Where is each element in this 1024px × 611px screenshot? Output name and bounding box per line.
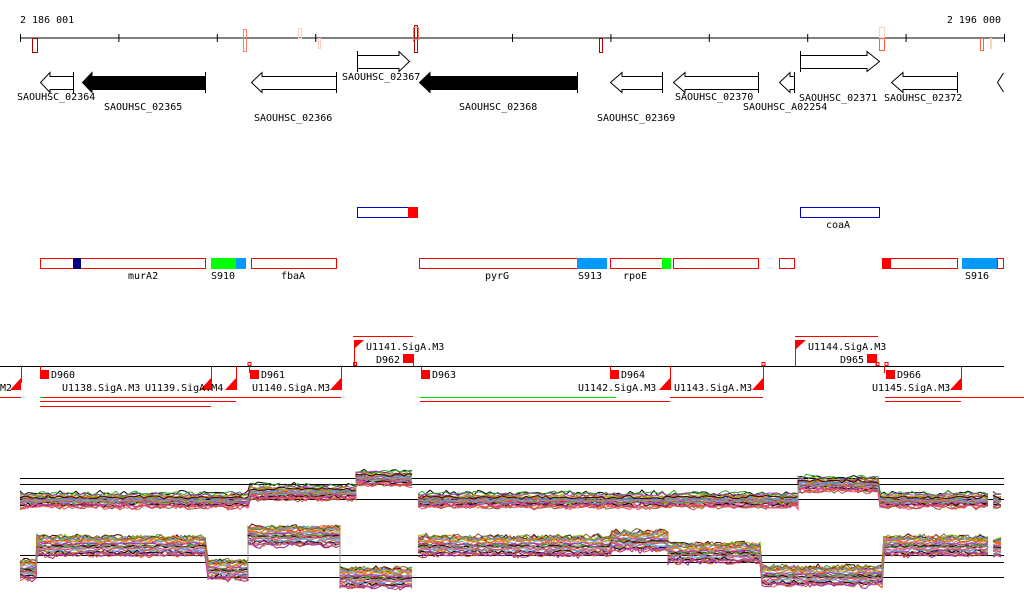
transcript-label[interactable]: D961 [261, 370, 285, 381]
gene-SAOUHSC_02370[interactable]: SAOUHSC_02370 [672, 71, 759, 103]
gene-label: SAOUHSC_02365 [104, 102, 182, 113]
gene-SAOUHSC_02369[interactable]: SAOUHSC_02369 [597, 71, 675, 124]
transcript-label[interactable]: D965 [840, 355, 864, 366]
feature-segment [662, 258, 671, 269]
transcript-label[interactable]: D964 [621, 370, 645, 381]
gene-label: SAOUHSC_02366 [254, 113, 332, 124]
gene-label: SAOUHSC_02367 [342, 72, 420, 83]
reverse-feature-track: murA2 S910 fbaA pyrG S913 rpoE S916 [40, 258, 1004, 282]
expression-line [19, 481, 1002, 512]
position-ruler: 2 186 001 2 196 000 [20, 15, 1005, 53]
feature-label: fbaA [281, 271, 305, 282]
expression-line [19, 539, 1002, 589]
transcript-label[interactable]: U1145.SigA.M3 [872, 383, 950, 394]
gene-SAOUHSC_02366[interactable]: SAOUHSC_02366 [250, 71, 337, 124]
feature-segment [73, 258, 81, 269]
feature-coaA[interactable] [800, 207, 880, 218]
gene-SAOUHSC_02365[interactable]: SAOUHSC_02365 [81, 71, 206, 113]
feature-S910[interactable] [211, 258, 236, 269]
feature-rpoE[interactable] [610, 258, 663, 269]
gene-partial[interactable] [996, 72, 1004, 93]
expression-profile-forward [19, 468, 1004, 512]
transcript-label[interactable]: U1143.SigA.M3 [674, 383, 752, 394]
ruler-start-label: 2 186 001 [20, 15, 74, 26]
feature-label: S910 [211, 271, 235, 282]
expression-line [19, 524, 1002, 572]
transcript-label[interactable]: U1144.SigA.M3 [808, 342, 886, 353]
transcript-track: U1141.SigA.M3 D962 U1144.SigA.M3 D965 M2… [0, 336, 1024, 407]
expression-line [19, 476, 1002, 503]
gene-label: SAOUHSC_A02254 [743, 102, 827, 113]
feature-S916[interactable] [962, 258, 997, 269]
feature-label: pyrG [485, 271, 509, 282]
transcript-label[interactable]: U1141.SigA.M3 [366, 342, 444, 353]
feature-box[interactable] [673, 258, 759, 269]
gene-label: SAOUHSC_02364 [17, 92, 95, 103]
transcript-label[interactable]: U1142.SigA.M3 [578, 383, 656, 394]
expression-line [19, 528, 1002, 576]
transcript-label[interactable]: M2 [0, 383, 12, 394]
gene-label: SAOUHSC_02372 [884, 93, 962, 104]
expression-profile-reverse [19, 523, 1004, 591]
feature-segment [882, 258, 891, 269]
feature-box[interactable] [882, 258, 958, 269]
forward-feature-track: coaA [357, 207, 880, 231]
transcript-label[interactable]: U1138.SigA.M3 [62, 383, 140, 394]
feature-segment [236, 258, 246, 269]
gene-SAOUHSC_02367[interactable]: SAOUHSC_02367 [342, 50, 420, 83]
transcript-label[interactable]: D962 [376, 355, 400, 366]
feature-box[interactable] [779, 258, 795, 269]
gene-track: SAOUHSC_02364 SAOUHSC_02365 SAOUHSC_0236… [17, 50, 1004, 124]
feature-label: S913 [578, 271, 602, 282]
gene-label: SAOUHSC_02370 [675, 92, 753, 103]
transcript-label[interactable]: U1139.SigA.M4 [145, 383, 223, 394]
ruler-markers [32, 25, 992, 53]
gene-label: SAOUHSC_02368 [459, 102, 537, 113]
feature-box[interactable] [997, 258, 1004, 269]
feature-label: rpoE [623, 271, 647, 282]
ruler-end-label: 2 196 000 [947, 15, 1001, 26]
gene-label: SAOUHSC_02369 [597, 113, 675, 124]
feature-fbaA[interactable] [251, 258, 337, 269]
transcript-label[interactable]: U1140.SigA.M3 [252, 383, 330, 394]
expression-line [19, 531, 1002, 579]
gene-SAOUHSC_A02254[interactable]: SAOUHSC_A02254 [743, 71, 827, 113]
feature-label: murA2 [128, 271, 158, 282]
feature-label: S916 [965, 271, 989, 282]
gene-SAOUHSC_02372[interactable]: SAOUHSC_02372 [884, 71, 962, 104]
expression-line [19, 534, 1002, 582]
feature-segment [408, 207, 418, 218]
feature-S913[interactable] [577, 258, 607, 269]
feature-murA2[interactable] [40, 258, 206, 269]
feature-pyrG[interactable] [419, 258, 578, 269]
gene-SAOUHSC_02371[interactable]: SAOUHSC_02371 [799, 50, 881, 104]
transcript-label[interactable]: D960 [51, 370, 75, 381]
feature-label-coaA: coaA [826, 220, 850, 231]
gene-SAOUHSC_02364[interactable]: SAOUHSC_02364 [17, 71, 95, 103]
transcript-label[interactable]: D966 [897, 370, 921, 381]
gene-SAOUHSC_02368[interactable]: SAOUHSC_02368 [418, 71, 578, 113]
gene-label: SAOUHSC_02371 [799, 93, 877, 104]
transcript-label[interactable]: D963 [432, 370, 456, 381]
